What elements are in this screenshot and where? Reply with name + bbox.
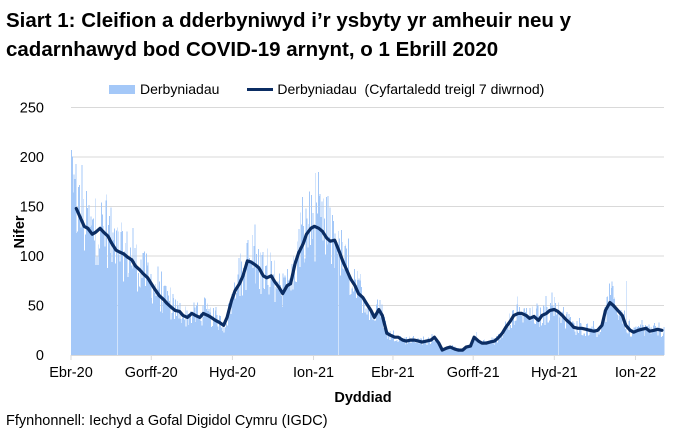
bar-swatch-icon [109,84,135,94]
y-axis-title: Nifer [12,215,28,248]
y-tick-label: 150 [20,200,44,216]
x-tick-label: Ion-21 [293,365,334,381]
y-tick-label: 200 [20,150,44,166]
x-tick-label: Gorff-21 [447,365,500,381]
x-tick-label: Ion-22 [615,365,656,381]
legend-line-label: Derbyniadau (Cyfartaledd treigl 7 diwrno… [277,81,545,97]
x-tick-label: Ebr-21 [371,365,415,381]
x-tick-label: Hyd-21 [531,365,578,381]
x-tick-label: Ebr-20 [49,365,93,381]
y-tick-label: 50 [28,299,44,315]
y-tick-label: 250 [20,101,44,117]
source-note: Ffynhonnell: Iechyd a Gofal Digidol Cymr… [6,413,328,429]
x-tick-label: Hyd-20 [209,365,256,381]
daily-admissions-bars [71,150,665,355]
line-swatch-icon [247,87,274,91]
legend-item-bars: Derbyniadau [109,81,219,97]
y-tick-label: 100 [20,249,44,265]
legend-bars-label: Derbyniadau [140,81,220,97]
y-axis-ticks: 0 50 100 150 200 250 [20,101,44,365]
x-axis-ticks: Ebr-20 Gorff-20 Hyd-20 Ion-21 Ebr-21 Gorff-21… [49,355,656,381]
chart-legend: Derbyniadau Derbyniadau (Cyfartaledd tre… [109,80,572,98]
legend-item-line: Derbyniadau (Cyfartaledd treigl 7 diwrno… [247,81,544,97]
chart-title: Siart 1: Cleifion a dderbyniwyd i’r ysby… [6,9,572,61]
x-axis-title: Dyddiad [334,390,391,406]
rolling-average-line [74,206,664,352]
gridlines [71,107,664,306]
y-tick-label: 0 [36,348,44,364]
x-tick-label: Gorff-20 [125,365,178,381]
